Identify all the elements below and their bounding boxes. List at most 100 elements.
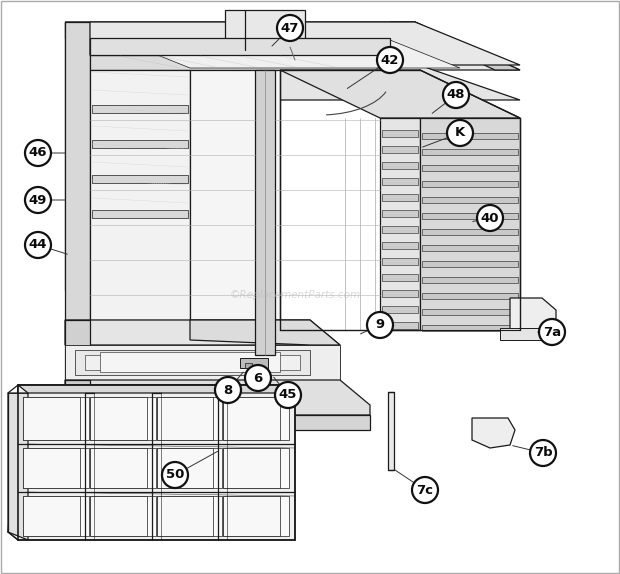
Circle shape [277, 15, 303, 41]
Polygon shape [90, 397, 156, 440]
Polygon shape [65, 415, 370, 430]
Polygon shape [255, 70, 275, 355]
Polygon shape [157, 448, 222, 488]
Circle shape [215, 377, 241, 403]
Polygon shape [223, 397, 280, 440]
Text: 40: 40 [480, 211, 499, 224]
Polygon shape [422, 229, 518, 235]
Polygon shape [382, 162, 418, 169]
Polygon shape [90, 55, 520, 100]
Polygon shape [382, 274, 418, 281]
Polygon shape [422, 325, 518, 331]
Polygon shape [23, 448, 89, 488]
Polygon shape [65, 345, 340, 380]
Polygon shape [422, 149, 518, 155]
Polygon shape [23, 448, 80, 488]
Polygon shape [422, 181, 518, 187]
Polygon shape [92, 140, 188, 148]
Polygon shape [8, 393, 28, 540]
Polygon shape [90, 70, 190, 320]
Polygon shape [510, 298, 556, 340]
Polygon shape [23, 496, 89, 536]
Polygon shape [65, 380, 90, 430]
Polygon shape [422, 245, 518, 251]
Polygon shape [382, 210, 418, 217]
Circle shape [25, 140, 51, 166]
Polygon shape [23, 397, 80, 440]
Text: 42: 42 [381, 53, 399, 67]
Polygon shape [23, 397, 89, 440]
Polygon shape [90, 397, 147, 440]
Polygon shape [420, 118, 520, 330]
Polygon shape [280, 70, 520, 118]
Text: 44: 44 [29, 239, 47, 251]
Polygon shape [382, 322, 418, 329]
Polygon shape [65, 22, 90, 290]
Text: 7b: 7b [534, 447, 552, 460]
Polygon shape [157, 496, 222, 536]
Circle shape [377, 47, 403, 73]
Polygon shape [472, 418, 515, 448]
Text: 8: 8 [223, 383, 232, 397]
Circle shape [539, 319, 565, 345]
Polygon shape [157, 397, 222, 440]
Circle shape [367, 312, 393, 338]
Circle shape [443, 82, 469, 108]
Circle shape [162, 462, 188, 488]
Circle shape [245, 365, 271, 391]
Polygon shape [223, 448, 280, 488]
Polygon shape [422, 133, 518, 139]
Polygon shape [190, 320, 340, 345]
Circle shape [412, 477, 438, 503]
Polygon shape [223, 448, 289, 488]
Polygon shape [380, 118, 420, 330]
Text: 6: 6 [254, 371, 263, 385]
Text: 50: 50 [166, 468, 184, 482]
Polygon shape [92, 210, 188, 218]
Circle shape [477, 205, 503, 231]
Text: 46: 46 [29, 146, 47, 160]
Polygon shape [23, 496, 80, 536]
Text: 45: 45 [279, 389, 297, 401]
Polygon shape [90, 496, 156, 536]
Polygon shape [65, 22, 520, 70]
Polygon shape [422, 213, 518, 219]
Polygon shape [18, 385, 295, 393]
Polygon shape [90, 448, 156, 488]
Text: 49: 49 [29, 193, 47, 207]
Polygon shape [85, 355, 300, 370]
Circle shape [447, 120, 473, 146]
Polygon shape [90, 22, 520, 65]
Polygon shape [75, 350, 310, 375]
Polygon shape [8, 385, 295, 540]
Polygon shape [65, 320, 90, 380]
Circle shape [530, 440, 556, 466]
Polygon shape [90, 448, 147, 488]
Text: 9: 9 [376, 319, 384, 332]
Polygon shape [240, 358, 268, 368]
Polygon shape [422, 309, 518, 315]
Polygon shape [382, 226, 418, 233]
Polygon shape [422, 277, 518, 283]
Polygon shape [157, 448, 213, 488]
Polygon shape [382, 178, 418, 185]
Polygon shape [65, 320, 340, 345]
Polygon shape [422, 165, 518, 171]
Text: ©ReplacementParts.com: ©ReplacementParts.com [229, 290, 361, 300]
Polygon shape [92, 175, 188, 183]
Polygon shape [382, 290, 418, 297]
Polygon shape [225, 10, 305, 50]
Polygon shape [120, 40, 460, 68]
Polygon shape [245, 363, 252, 368]
Text: K: K [455, 126, 465, 139]
Polygon shape [90, 496, 147, 536]
Polygon shape [223, 496, 280, 536]
Circle shape [275, 382, 301, 408]
Circle shape [25, 232, 51, 258]
Polygon shape [382, 306, 418, 313]
Text: 48: 48 [447, 88, 465, 102]
Polygon shape [422, 261, 518, 267]
Text: 7a: 7a [543, 325, 561, 339]
Polygon shape [65, 22, 415, 38]
Polygon shape [382, 146, 418, 153]
